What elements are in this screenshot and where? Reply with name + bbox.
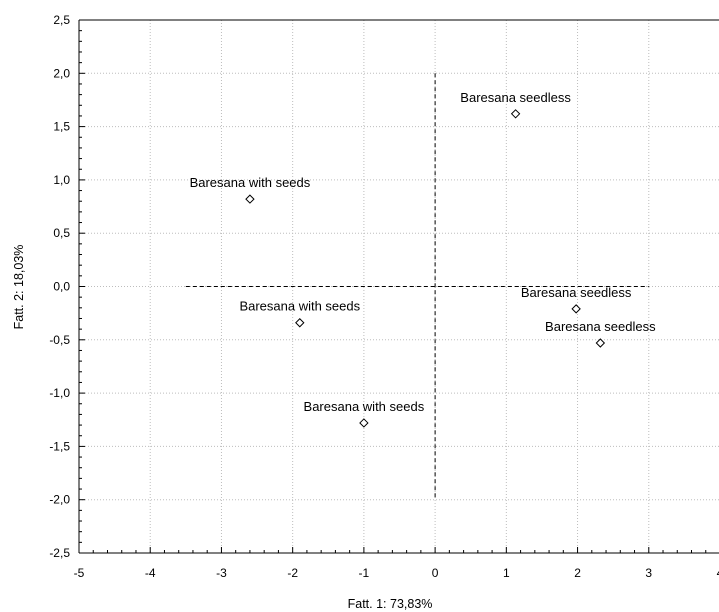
data-point-label: Baresana with seeds bbox=[190, 175, 311, 190]
y-tick-label: 0,0 bbox=[53, 280, 70, 294]
y-tick-label: -0,5 bbox=[49, 333, 70, 347]
x-tick-label: -4 bbox=[145, 566, 156, 580]
y-axis-title: Fatt. 2: 18,03% bbox=[12, 245, 26, 330]
x-tick-label: -3 bbox=[216, 566, 227, 580]
x-axis-title: Fatt. 1: 73,83% bbox=[348, 597, 433, 611]
data-point bbox=[359, 418, 369, 428]
x-tick-label: -2 bbox=[287, 566, 298, 580]
data-point bbox=[510, 109, 521, 119]
x-tick-label: -1 bbox=[359, 566, 370, 580]
x-tick-label: 0 bbox=[432, 566, 439, 580]
x-tick-label: 3 bbox=[645, 566, 652, 580]
y-tick-label: -1,0 bbox=[49, 386, 70, 400]
y-tick-label: -2,5 bbox=[49, 546, 70, 560]
data-point bbox=[571, 304, 581, 314]
data-point-label: Baresana seedless bbox=[521, 285, 632, 300]
y-tick-label: 1,0 bbox=[53, 173, 70, 187]
x-tick-label: -5 bbox=[74, 566, 85, 580]
data-point bbox=[595, 338, 606, 348]
data-point-label: Baresana with seeds bbox=[304, 399, 425, 414]
x-tick-label: 2 bbox=[574, 566, 581, 580]
x-axis: -5 -4 -3 -2 -1 0 1 2 3 4 bbox=[74, 547, 719, 580]
data-point-label: Baresana with seeds bbox=[239, 299, 360, 314]
y-axis: 2,5 2,0 1,5 1,0 0,5 0,0 -0,5 -1,0 -1,5 -2,0 -2,5 bbox=[49, 13, 85, 560]
data-point-label: Baresana seedless bbox=[460, 90, 571, 105]
y-tick-label: -2,0 bbox=[49, 493, 70, 507]
data-point bbox=[245, 194, 255, 204]
reference-lines bbox=[185, 73, 649, 500]
y-tick-label: 1,5 bbox=[53, 120, 70, 134]
y-tick-label: 0,5 bbox=[53, 226, 70, 240]
x-tick-label: 4 bbox=[717, 566, 719, 580]
x-tick-label: 1 bbox=[503, 566, 510, 580]
data-point-label: Baresana seedless bbox=[545, 319, 656, 334]
y-tick-label: 2,5 bbox=[53, 13, 70, 27]
data-point bbox=[295, 318, 305, 328]
data-points: Baresana seedless Baresana with seeds Bare… bbox=[190, 90, 656, 428]
y-tick-label: -1,5 bbox=[49, 439, 70, 453]
y-tick-label: 2,0 bbox=[53, 66, 70, 80]
